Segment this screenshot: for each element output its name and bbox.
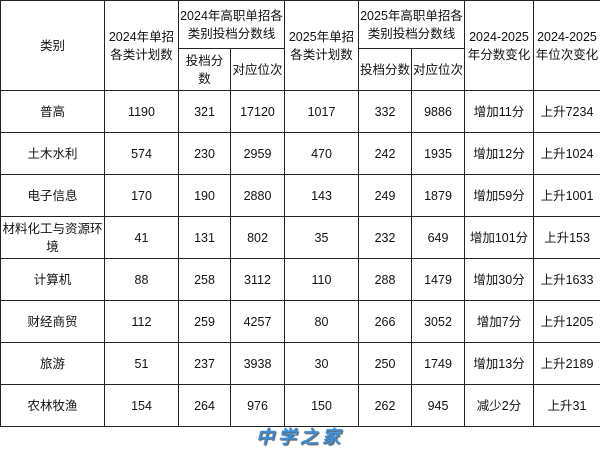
- header-score-2025: 投档分数: [358, 48, 412, 91]
- cell-rank-change: 上升1633: [533, 258, 600, 301]
- cell-plan2024: 1190: [104, 90, 179, 133]
- header-plan-2025: 2025年单招各类计划数: [284, 0, 359, 91]
- cell-rank2024: 802: [230, 216, 285, 259]
- cell-score2024: 131: [178, 216, 231, 259]
- cell-plan2025: 80: [284, 300, 359, 343]
- cell-rank-change: 上升1024: [533, 132, 600, 175]
- cell-category: 材料化工与资源环境: [0, 216, 105, 259]
- watermark-logo: 中学之家: [256, 427, 344, 448]
- cell-category: 普高: [0, 90, 105, 133]
- cell-plan2025: 150: [284, 384, 359, 427]
- header-score-2024: 投档分数: [178, 48, 231, 91]
- cell-rank2024: 3938: [230, 342, 285, 385]
- header-category: 类别: [0, 0, 105, 91]
- cell-rank2024: 2880: [230, 174, 285, 217]
- cell-rank2024: 976: [230, 384, 285, 427]
- cell-score-change: 增加13分: [464, 342, 534, 385]
- cell-plan2025: 143: [284, 174, 359, 217]
- cell-rank2024: 3112: [230, 258, 285, 301]
- score-table: 类别 2024年单招各类计划数 2024年高职单招各类别投档分数线 2025年单…: [0, 0, 600, 427]
- cell-category: 计算机: [0, 258, 105, 301]
- cell-score2024: 237: [178, 342, 231, 385]
- cell-score2024: 230: [178, 132, 231, 175]
- table-row: 土木水利 574 230 2959 470 242 1935 增加12分 上升1024: [0, 132, 600, 175]
- table-row: 财经商贸 112 259 4257 80 266 3052 增加7分 上升1205: [0, 300, 600, 343]
- cell-score-change: 增加59分: [464, 174, 534, 217]
- cell-plan2024: 41: [104, 216, 179, 259]
- cell-rank2025: 1879: [411, 174, 465, 217]
- cell-score2024: 321: [178, 90, 231, 133]
- cell-score2025: 332: [358, 90, 412, 133]
- table-row: 电子信息 170 190 2880 143 249 1879 增加59分 上升1001: [0, 174, 600, 217]
- cell-score2024: 258: [178, 258, 231, 301]
- cell-rank-change: 上升7234: [533, 90, 600, 133]
- cell-rank-change: 上升153: [533, 216, 600, 259]
- cell-score2025: 250: [358, 342, 412, 385]
- cell-score-change: 增加11分: [464, 90, 534, 133]
- table-row: 普高 1190 321 17120 1017 332 9886 增加11分 上升7234: [0, 90, 600, 133]
- cell-rank-change: 上升1205: [533, 300, 600, 343]
- cell-rank2025: 1479: [411, 258, 465, 301]
- cell-rank2024: 4257: [230, 300, 285, 343]
- cell-score2025: 249: [358, 174, 412, 217]
- cell-score2025: 266: [358, 300, 412, 343]
- header-line-2024: 2024年高职单招各类别投档分数线: [178, 0, 285, 49]
- cell-plan2025: 110: [284, 258, 359, 301]
- table-row: 计算机 88 258 3112 110 288 1479 增加30分 上升1633: [0, 258, 600, 301]
- cell-plan2025: 35: [284, 216, 359, 259]
- cell-plan2025: 30: [284, 342, 359, 385]
- cell-rank2025: 3052: [411, 300, 465, 343]
- cell-score-change: 增加101分: [464, 216, 534, 259]
- cell-score-change: 减少2分: [464, 384, 534, 427]
- cell-rank2025: 9886: [411, 90, 465, 133]
- cell-rank-change: 上升1001: [533, 174, 600, 217]
- cell-rank-change: 上升31: [533, 384, 600, 427]
- header-rank-2025: 对应位次: [411, 48, 465, 91]
- table-row: 材料化工与资源环境 41 131 802 35 232 649 增加101分 上升153: [0, 216, 600, 259]
- cell-category: 财经商贸: [0, 300, 105, 343]
- cell-score2025: 288: [358, 258, 412, 301]
- cell-score2025: 242: [358, 132, 412, 175]
- cell-category: 电子信息: [0, 174, 105, 217]
- cell-score-change: 增加12分: [464, 132, 534, 175]
- cell-plan2024: 574: [104, 132, 179, 175]
- cell-category: 土木水利: [0, 132, 105, 175]
- cell-plan2025: 470: [284, 132, 359, 175]
- cell-score2024: 190: [178, 174, 231, 217]
- header-plan-2024: 2024年单招各类计划数: [104, 0, 179, 91]
- cell-plan2024: 170: [104, 174, 179, 217]
- header-score-change: 2024-2025年分数变化: [464, 0, 534, 91]
- cell-score-change: 增加30分: [464, 258, 534, 301]
- cell-rank2024: 17120: [230, 90, 285, 133]
- cell-rank2025: 945: [411, 384, 465, 427]
- cell-plan2024: 112: [104, 300, 179, 343]
- cell-plan2024: 51: [104, 342, 179, 385]
- cell-rank2025: 1749: [411, 342, 465, 385]
- cell-score2025: 232: [358, 216, 412, 259]
- cell-plan2024: 88: [104, 258, 179, 301]
- cell-rank2024: 2959: [230, 132, 285, 175]
- cell-score-change: 增加7分: [464, 300, 534, 343]
- table-row: 旅游 51 237 3938 30 250 1749 增加13分 上升2189: [0, 342, 600, 385]
- cell-category: 农林牧渔: [0, 384, 105, 427]
- header-line-2025: 2025年高职单招各类别投档分数线: [358, 0, 465, 49]
- header-rank-2024: 对应位次: [230, 48, 285, 91]
- header-rank-change: 2024-2025年位次变化: [533, 0, 600, 91]
- cell-score2024: 259: [178, 300, 231, 343]
- cell-plan2024: 154: [104, 384, 179, 427]
- cell-rank2025: 1935: [411, 132, 465, 175]
- cell-score2024: 264: [178, 384, 231, 427]
- cell-score2025: 262: [358, 384, 412, 427]
- cell-rank-change: 上升2189: [533, 342, 600, 385]
- cell-rank2025: 649: [411, 216, 465, 259]
- cell-category: 旅游: [0, 342, 105, 385]
- cell-plan2025: 1017: [284, 90, 359, 133]
- table-row: 农林牧渔 154 264 976 150 262 945 减少2分 上升31: [0, 384, 600, 427]
